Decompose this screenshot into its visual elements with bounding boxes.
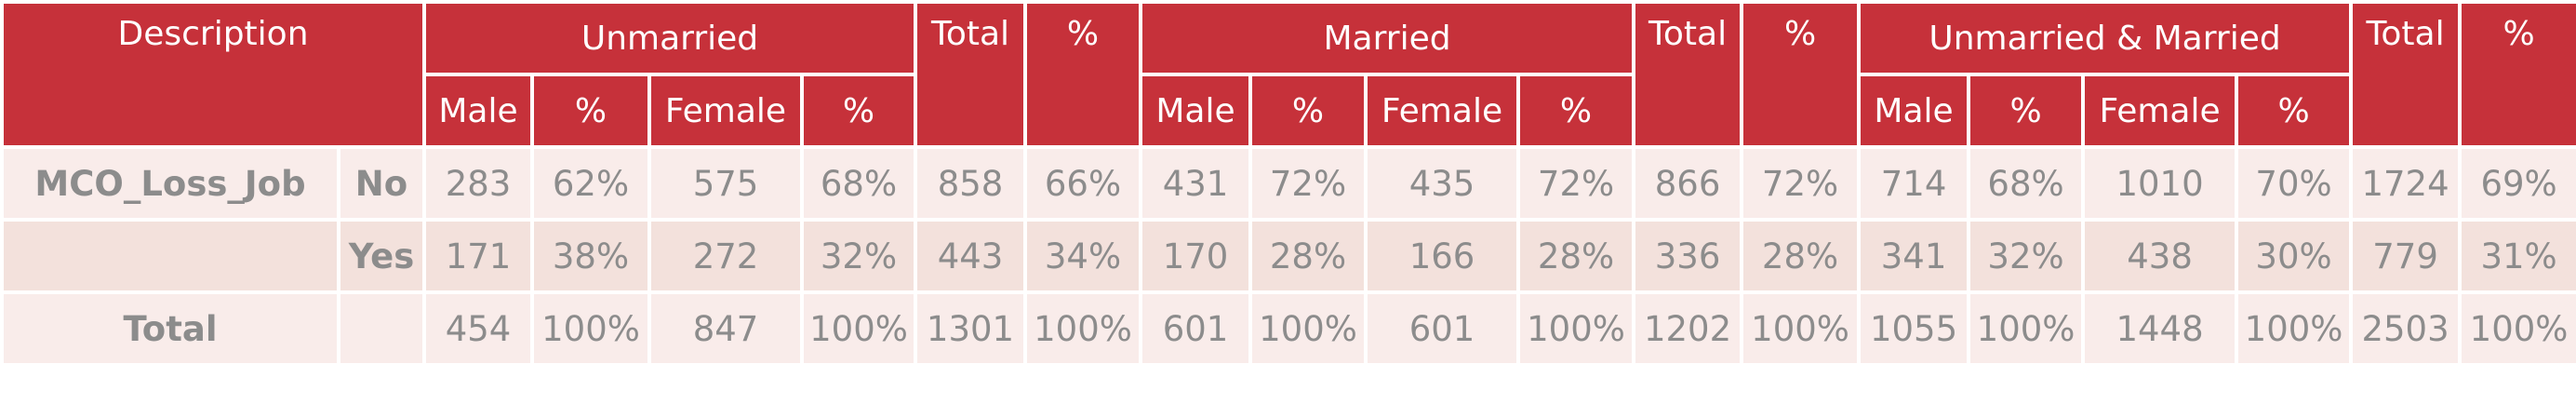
row-sublabel — [337, 290, 426, 367]
data-cell: 31% — [2458, 218, 2576, 294]
row-label: Total — [0, 290, 340, 367]
data-cell: 166 — [1364, 218, 1521, 294]
data-cell: 100% — [2458, 290, 2576, 367]
sub-header-cell: % — [1516, 73, 1636, 149]
data-cell: 1202 — [1632, 290, 1744, 367]
data-cell: 28% — [1516, 218, 1636, 294]
row-label: MCO_Loss_Job — [0, 145, 340, 222]
row-label — [0, 218, 340, 294]
row-sublabel: No — [337, 145, 426, 222]
data-cell: 431 — [1139, 145, 1253, 222]
data-cell: 435 — [1364, 145, 1521, 222]
data-cell: 62% — [530, 145, 651, 222]
sub-header-cell: % — [1967, 73, 2086, 149]
data-cell: 69% — [2458, 145, 2576, 222]
sub-header-cell: Male — [1857, 73, 1971, 149]
data-cell: 847 — [647, 290, 804, 367]
data-cell: 38% — [530, 218, 651, 294]
data-cell: 2503 — [2349, 290, 2463, 367]
sub-header-cell: Male — [422, 73, 534, 149]
data-cell: 34% — [1023, 218, 1143, 294]
sub-header-cell: % — [2235, 73, 2354, 149]
data-cell: 70% — [2235, 145, 2354, 222]
sub-header-cell: Female — [2081, 73, 2239, 149]
data-cell: 575 — [647, 145, 804, 222]
sub-header-cell: % — [530, 73, 651, 149]
data-cell: 72% — [1516, 145, 1636, 222]
data-cell: 32% — [1967, 218, 2086, 294]
data-cell: 72% — [1740, 145, 1862, 222]
table-body: MCO_Loss_Job No 283 62% 575 68% 858 66% 431 72% 43… — [0, 145, 2576, 367]
header-cell: Description — [0, 0, 426, 149]
data-cell: 454 — [422, 290, 534, 367]
data-cell: 336 — [1632, 218, 1744, 294]
data-cell: 601 — [1139, 290, 1253, 367]
header-cell: % — [1023, 0, 1143, 149]
data-cell: 866 — [1632, 145, 1744, 222]
data-cell: 601 — [1364, 290, 1521, 367]
data-cell: 100% — [1516, 290, 1636, 367]
table-header: Description Unmarried Total% Married Total% U… — [0, 0, 2576, 149]
header-row: Description Unmarried Total% Married Total% U… — [0, 0, 2576, 149]
sub-header-cell: % — [1248, 73, 1368, 149]
data-cell: 170 — [1139, 218, 1253, 294]
sub-header-cell: % — [799, 73, 918, 149]
data-cell: 28% — [1740, 218, 1862, 294]
header-row: Male% Female% Male% Female% Male% Female% — [2, 73, 2576, 149]
data-cell: 283 — [422, 145, 534, 222]
data-cell: 1724 — [2349, 145, 2463, 222]
data-cell: 858 — [914, 145, 1028, 222]
data-cell: 68% — [1967, 145, 2086, 222]
header-cell: Married — [1139, 0, 1636, 76]
data-cell: 100% — [1248, 290, 1368, 367]
data-cell: 1010 — [2081, 145, 2239, 222]
header-cell: Total — [1632, 0, 1744, 149]
sub-header-cell: Male — [1139, 73, 1253, 149]
data-cell: 714 — [1857, 145, 1971, 222]
data-cell: 1448 — [2081, 290, 2239, 367]
summary-table: Description Unmarried Total% Married Total% U… — [0, 0, 2576, 367]
data-cell: 100% — [1967, 290, 2086, 367]
data-cell: 68% — [799, 145, 918, 222]
data-cell: 438 — [2081, 218, 2239, 294]
data-cell: 272 — [647, 218, 804, 294]
data-cell: 100% — [799, 290, 918, 367]
data-cell: 100% — [530, 290, 651, 367]
header-cell: Unmarried & Married — [1857, 0, 2354, 76]
sub-header-cell: Female — [1364, 73, 1521, 149]
data-cell: 30% — [2235, 218, 2354, 294]
data-row: MCO_Loss_Job No 283 62% 575 68% 858 66% 431 72% 43… — [0, 145, 2576, 222]
data-cell: 32% — [799, 218, 918, 294]
data-cell: 100% — [2235, 290, 2354, 367]
data-cell: 1055 — [1857, 290, 1971, 367]
data-cell: 341 — [1857, 218, 1971, 294]
header-cell: Unmarried — [421, 0, 918, 76]
row-sublabel: Yes — [337, 218, 426, 294]
header-cell: % — [2458, 0, 2576, 149]
data-cell: 72% — [1248, 145, 1368, 222]
header-cell: Total — [2349, 0, 2463, 149]
sub-header-cell: Female — [647, 73, 804, 149]
data-cell: 28% — [1248, 218, 1368, 294]
data-cell: 66% — [1023, 145, 1143, 222]
data-cell: 1301 — [914, 290, 1028, 367]
data-cell: 171 — [422, 218, 534, 294]
data-row: Total 454 100% 847 100% 1301 100% 601 100% 601 100… — [0, 290, 2576, 367]
data-cell: 443 — [914, 218, 1028, 294]
data-cell: 779 — [2349, 218, 2463, 294]
data-cell: 100% — [1740, 290, 1862, 367]
data-row: Yes 171 38% 272 32% 443 34% 170 28% 166 28% 336 28% 3… — [0, 218, 2576, 294]
data-cell: 100% — [1023, 290, 1143, 367]
header-cell: % — [1740, 0, 1862, 149]
header-cell: Total — [914, 0, 1028, 149]
